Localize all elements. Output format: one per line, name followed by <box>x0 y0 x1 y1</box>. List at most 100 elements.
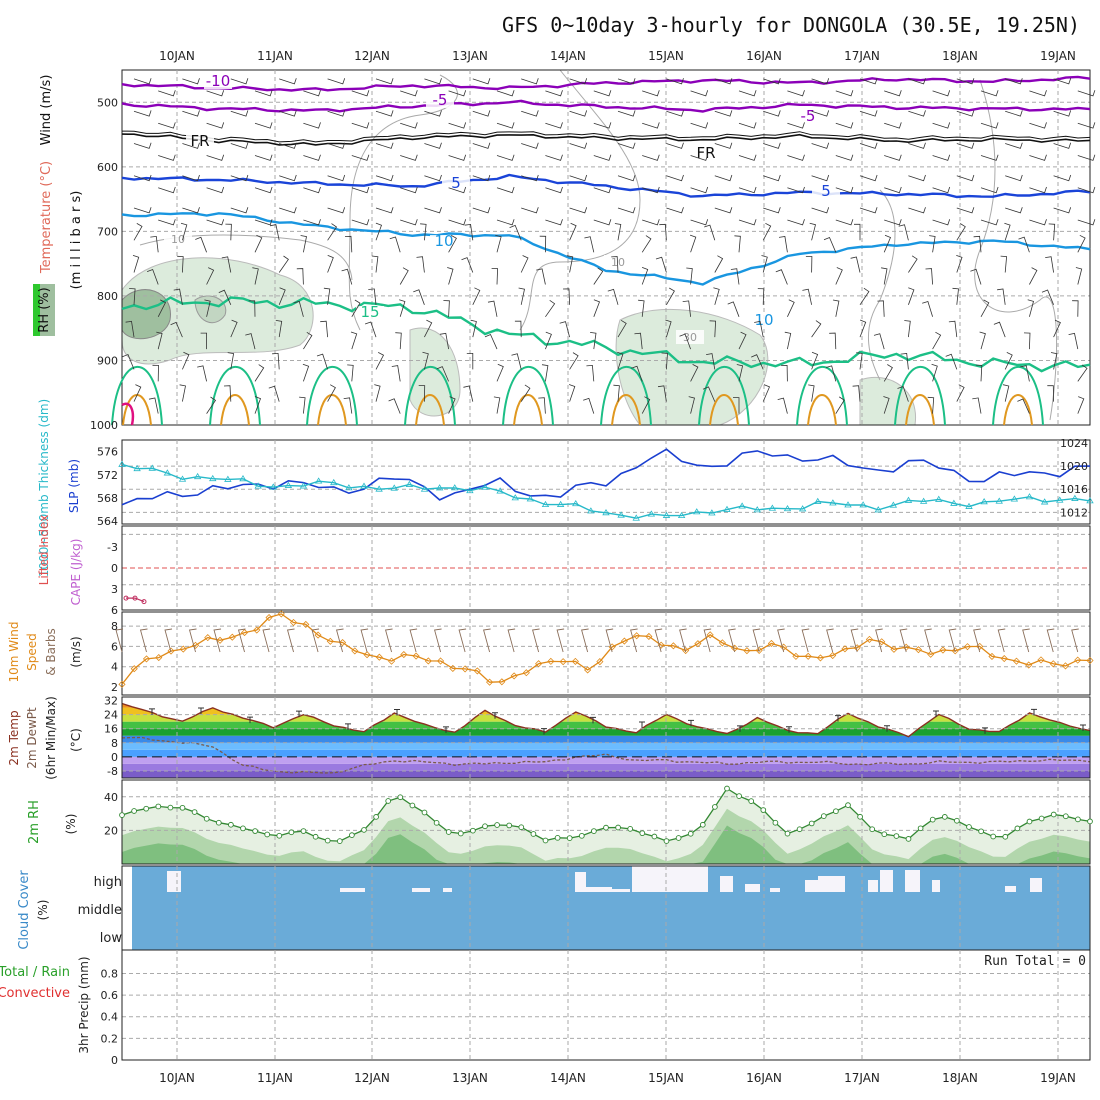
li-tick-label: -3 <box>107 541 118 554</box>
contour-label-bg <box>794 110 822 124</box>
thickness-marker <box>1071 494 1079 501</box>
wind-speed-marker <box>963 643 972 651</box>
wind-barb <box>1029 90 1047 97</box>
wind-barb <box>472 142 491 149</box>
wind-tick-label: 8 <box>111 620 118 633</box>
wind-barb <box>1077 396 1085 414</box>
rh-point <box>784 830 791 837</box>
wind-barb <box>1002 384 1010 402</box>
wind-barb <box>835 219 854 226</box>
wind-barb <box>150 235 159 253</box>
wind-barb-10m <box>556 628 565 653</box>
wind-barb <box>993 321 1006 338</box>
rh-point <box>675 835 682 841</box>
wind-barb <box>613 384 620 402</box>
wind-barb-10m <box>507 628 516 653</box>
wind-barb <box>973 235 982 253</box>
wind-speed-marker <box>265 613 273 622</box>
wind-barb <box>177 255 184 273</box>
wind-barb <box>751 354 764 370</box>
wind-barb <box>714 78 733 85</box>
wind-barb <box>416 256 425 273</box>
wind-barb-10m <box>679 628 687 653</box>
thickness-tick-label: 572 <box>97 469 118 482</box>
rh-point <box>445 829 452 835</box>
wind-barb <box>227 352 235 370</box>
rh-point <box>276 832 283 839</box>
wind-tick-label: 4 <box>111 661 118 674</box>
wind-barb <box>133 142 152 149</box>
wind-barb <box>706 353 716 370</box>
wind-barb <box>439 332 449 350</box>
contour-label-bg <box>812 185 840 199</box>
wind-barb <box>133 223 143 241</box>
wind-barb <box>823 236 837 253</box>
rh-point <box>639 830 646 837</box>
wind-barb <box>980 122 999 129</box>
wind-barb <box>272 352 280 370</box>
thickness-marker <box>889 501 898 508</box>
wind-barb <box>395 332 402 350</box>
wind-barb <box>230 174 249 182</box>
wind-barb-10m <box>948 628 957 653</box>
wind-barb <box>850 256 861 273</box>
wind-barb <box>641 396 651 414</box>
cloud-gap <box>1030 878 1042 892</box>
x-tick-label-top: 12JAN <box>354 49 390 63</box>
thickness-marker <box>511 494 519 501</box>
wind-barb <box>1077 234 1086 253</box>
wind-barb <box>424 319 433 338</box>
thickness-marker <box>314 477 323 484</box>
thickness-marker <box>405 480 414 487</box>
rh-point <box>929 816 936 823</box>
wind-barb <box>1005 110 1023 117</box>
lifted-index-point <box>141 599 147 605</box>
temp-color-bands <box>122 703 1090 778</box>
x-tick-label-top: 17JAN <box>844 49 880 63</box>
wind-barb <box>1017 398 1030 414</box>
speed-contour <box>519 69 641 331</box>
wind-speed-marker <box>167 647 175 655</box>
wind-barb <box>125 320 135 338</box>
wind-barb <box>666 174 684 182</box>
wind-barb <box>642 122 660 129</box>
wind-barb <box>908 174 926 182</box>
wind-barb <box>279 142 297 149</box>
wind-speed-marker <box>486 678 494 686</box>
x-tick-label-bottom: 15JAN <box>648 1071 684 1085</box>
wind-barb <box>327 384 336 402</box>
wind-barb <box>927 396 935 414</box>
wind-barb <box>948 320 958 338</box>
wind-barb <box>665 319 672 338</box>
wind-speed-marker <box>706 631 714 639</box>
rh-point <box>941 814 948 820</box>
wind-barb <box>122 353 135 370</box>
x-tick-label-top: 10JAN <box>159 49 195 63</box>
wind-barb <box>593 299 601 317</box>
temp-minmax-bar <box>688 719 694 727</box>
contour-label: FR <box>696 144 715 162</box>
contour-label: 10 <box>611 256 625 269</box>
wind-barb <box>443 300 450 317</box>
wind-barb <box>852 385 861 402</box>
wind-barb <box>1018 236 1030 253</box>
wind-barb <box>179 384 186 402</box>
wind-barb <box>1000 255 1008 273</box>
wind-barb <box>787 90 805 97</box>
wind-barb <box>835 90 854 97</box>
wind-barb <box>327 110 346 117</box>
thickness-marker <box>193 472 202 480</box>
wind-barb <box>1023 332 1031 350</box>
wind-barb <box>424 174 442 182</box>
rh-point <box>119 812 125 818</box>
wind-barb <box>932 186 951 194</box>
wind-barb-10m <box>850 628 859 653</box>
wind-barb <box>956 110 975 117</box>
wind-barb-10m <box>483 628 491 653</box>
wind-barb <box>230 207 249 214</box>
wind-barb <box>389 236 401 253</box>
rh-point <box>482 823 488 830</box>
wind-barb <box>400 186 418 194</box>
contour-label-bg <box>204 75 232 89</box>
temp-minmax-bar <box>786 726 792 733</box>
